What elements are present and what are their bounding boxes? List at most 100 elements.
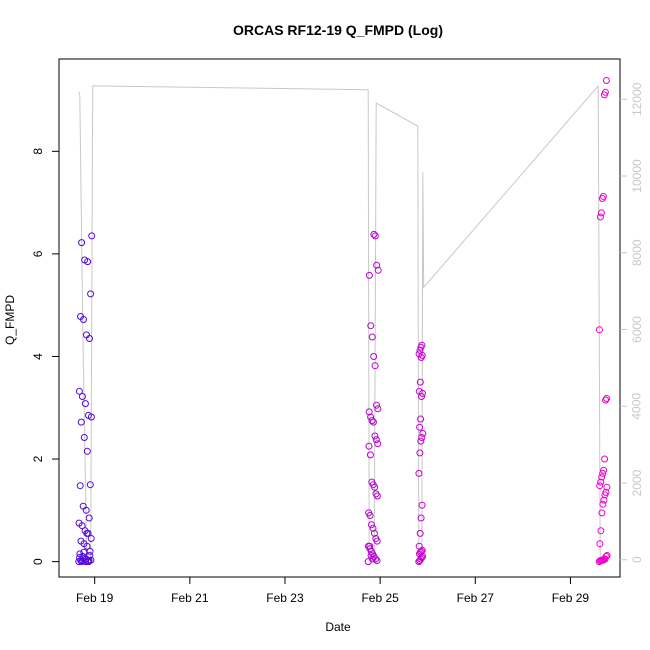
y-tick-label: 6: [31, 250, 45, 257]
y2-tick-label: 10000: [630, 159, 644, 193]
data-point: [600, 466, 608, 474]
data-point: [602, 396, 610, 404]
data-point: [79, 502, 87, 510]
data-point: [75, 387, 83, 395]
data-point: [417, 437, 425, 445]
data-point: [599, 192, 607, 200]
data-point: [87, 290, 95, 298]
data-point: [367, 413, 375, 421]
data-point: [83, 529, 91, 537]
data-point: [603, 552, 611, 559]
data-point: [367, 552, 375, 559]
x-tick-label: Feb 21: [171, 591, 209, 605]
data-point: [416, 423, 424, 431]
data-point: [417, 415, 425, 423]
data-point: [374, 266, 382, 274]
y2-tick-label: 2000: [630, 469, 644, 496]
data-point: [368, 417, 376, 425]
x-tick-label: Feb 27: [457, 591, 495, 605]
data-point: [372, 436, 380, 444]
data-point: [365, 408, 373, 416]
x-tick-label: Feb 19: [76, 591, 114, 605]
secondary-series-line: [78, 84, 609, 561]
data-point: [88, 232, 96, 240]
data-point: [600, 496, 608, 504]
data-point: [78, 239, 86, 247]
data-point: [374, 405, 382, 413]
data-point: [367, 322, 375, 330]
data-point: [366, 451, 374, 459]
data-point: [83, 447, 91, 455]
plot-frame: [58, 58, 621, 578]
data-point: [595, 326, 603, 334]
data-point: [415, 469, 423, 477]
data-point: [597, 478, 605, 486]
data-point: [418, 501, 426, 509]
data-point: [366, 542, 374, 550]
data-point: [415, 542, 423, 550]
y-tick-label: 0: [31, 558, 45, 565]
data-point: [368, 521, 375, 529]
data-point: [81, 400, 89, 408]
data-point: [597, 527, 605, 535]
data-point: [76, 482, 84, 490]
y2-tick-label: 12000: [630, 82, 644, 116]
data-point: [599, 500, 607, 508]
y-axis-right: 0 2000 4000 6000 8000 10000 12000: [620, 82, 644, 563]
data-point: [603, 483, 611, 491]
x-tick-label: Feb 29: [552, 591, 590, 605]
x-tick-label: Feb 23: [266, 591, 304, 605]
data-point: [369, 555, 376, 563]
chart-title: ORCAS RF12-19 Q_FMPD (Log): [233, 22, 443, 38]
data-points: [75, 77, 611, 566]
data-point: [77, 313, 84, 320]
x-tick-label: Feb 25: [361, 591, 399, 605]
data-point: [371, 432, 379, 440]
data-point: [418, 434, 426, 441]
y-tick-label: 8: [31, 148, 45, 155]
data-point: [416, 449, 424, 457]
data-point: [365, 442, 373, 450]
data-point: [77, 537, 85, 545]
data-point: [419, 429, 427, 437]
data-point: [370, 529, 378, 537]
data-point: [371, 362, 379, 370]
data-point: [83, 331, 90, 339]
data-point: [601, 88, 609, 96]
data-point: [373, 401, 380, 409]
data-point: [372, 535, 380, 542]
data-point: [370, 353, 378, 360]
data-point: [365, 509, 373, 517]
data-point: [369, 524, 377, 532]
data-point: [371, 232, 379, 240]
data-point: [599, 469, 607, 477]
y-tick-label: 2: [31, 455, 45, 462]
data-point: [374, 440, 382, 448]
data-point: [601, 455, 609, 463]
data-point: [81, 256, 89, 264]
data-point: [598, 509, 606, 517]
data-point: [602, 77, 610, 84]
data-point: [415, 387, 423, 395]
data-point: [84, 411, 92, 419]
y-axis-label: Q_FMPD: [3, 295, 17, 345]
data-point: [417, 514, 425, 522]
data-point: [86, 552, 94, 559]
data-point: [416, 378, 424, 386]
y2-tick-label: 0: [630, 556, 644, 563]
secondary-series: [78, 84, 609, 561]
data-point: [596, 540, 604, 548]
data-point: [77, 557, 85, 565]
data-point: [85, 514, 93, 522]
data-point: [76, 550, 84, 558]
data-point: [596, 213, 604, 221]
data-point: [418, 341, 426, 349]
data-point: [597, 209, 605, 217]
y-axis-left: 0 2 4 6 8: [31, 148, 59, 565]
x-axis-label: Date: [325, 620, 351, 634]
data-point: [78, 393, 86, 400]
data-point: [370, 230, 378, 238]
data-point: [365, 271, 373, 279]
data-point: [603, 395, 611, 402]
